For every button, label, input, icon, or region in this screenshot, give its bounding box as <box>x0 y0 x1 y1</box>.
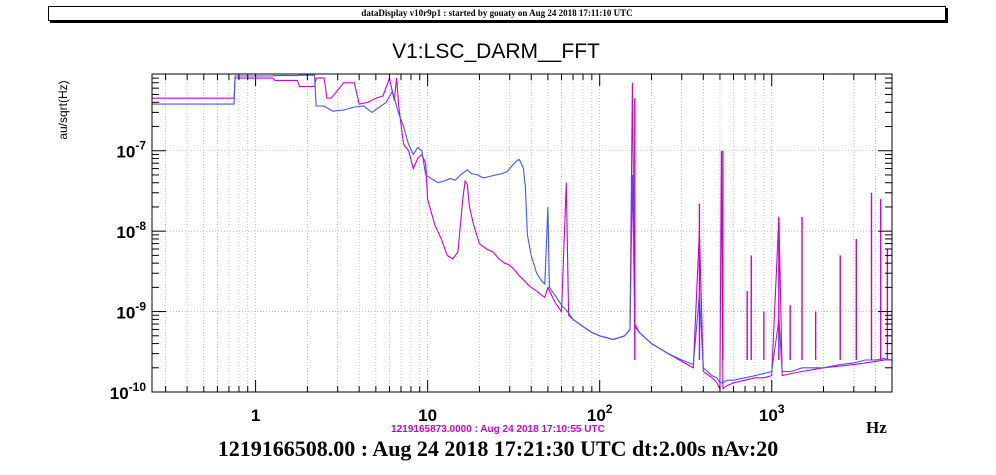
reference-timestamp: 1219165873.0000 : Aug 24 2018 17:10:55 U… <box>391 424 605 435</box>
y-tick-label: 10-10 <box>110 380 147 403</box>
axis-ticks <box>152 73 893 393</box>
x-tick-label: 1 <box>251 406 260 425</box>
spike-layer <box>634 98 889 360</box>
axis-tick-labels: 1 10 102 103 10-10 10-9 10-8 10-7 <box>110 139 785 425</box>
y-axis-label: au/sqrt(Hz) <box>56 80 70 139</box>
y-tick-label: 10-7 <box>116 139 146 162</box>
x-tick-label: 102 <box>587 402 613 425</box>
chart-title: V1:LSC_DARM__FFT <box>392 40 600 63</box>
series-line-current <box>152 74 892 384</box>
x-axis-unit-label: Hz <box>866 418 887 437</box>
x-tick-label: 103 <box>759 402 785 425</box>
banner: dataDisplay v10r9p1 : started by gouaty … <box>48 6 946 21</box>
y-tick-label: 10-8 <box>116 219 146 242</box>
plot-frame <box>151 73 893 393</box>
x-tick-label: 10 <box>418 406 437 425</box>
footer-timestamp: 1219166508.00 : Aug 24 2018 17:21:30 UTC… <box>217 436 779 461</box>
series-layer <box>152 74 892 390</box>
series-line-reference <box>152 76 892 390</box>
y-tick-label: 10-9 <box>116 300 146 323</box>
